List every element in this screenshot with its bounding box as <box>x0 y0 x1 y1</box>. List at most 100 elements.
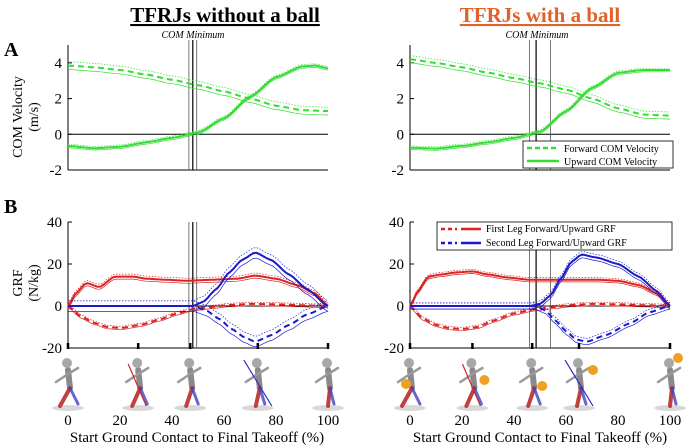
head <box>404 358 414 368</box>
pictogram-4 <box>563 358 598 411</box>
band-lower-first-leg-upward-grf <box>409 273 671 309</box>
arm <box>256 366 270 376</box>
ball <box>401 379 411 389</box>
y-tick-label: 0 <box>55 299 63 315</box>
y-tick-label: 40 <box>47 215 62 231</box>
ball <box>588 365 598 375</box>
band-lower-first-leg-forward-grf <box>409 305 671 332</box>
head <box>466 358 477 368</box>
band-lower-forward-com-velocity <box>67 69 329 116</box>
title-with-ball: TFRJs with a ball <box>460 3 621 27</box>
pictogram-4 <box>241 358 274 411</box>
arm <box>577 366 591 376</box>
ball <box>537 381 548 391</box>
arm <box>326 366 340 376</box>
arm <box>66 366 80 376</box>
x-tick-label: 0 <box>406 413 414 429</box>
leg-first <box>253 386 262 408</box>
leg-first <box>130 386 143 408</box>
arm <box>471 366 484 376</box>
panel-letter-b: B <box>4 196 17 218</box>
legend-b-box <box>436 221 673 251</box>
legend-grf: First Leg Forward/Upward GRF Second Leg … <box>436 221 673 251</box>
ground-shadow <box>394 405 426 411</box>
legend-b-first-label: First Leg Forward/Upward GRF <box>486 224 616 235</box>
pictogram-2 <box>122 358 155 411</box>
arm <box>176 372 192 384</box>
legend-a-forward-label: Forward COM Velocity <box>564 144 659 155</box>
y-tick-label: 4 <box>397 56 405 72</box>
leg-first <box>575 386 583 408</box>
pictogram-5 <box>312 358 344 411</box>
band-upper-forward-com-velocity <box>409 55 671 113</box>
x-tick-label: 20 <box>455 413 470 429</box>
leg-second <box>410 386 422 406</box>
x-tick-label: 80 <box>269 413 284 429</box>
ground-shadow <box>241 405 274 411</box>
legend-b-second-label: Second Leg Forward/Upward GRF <box>486 238 627 249</box>
x-tick-label: 20 <box>113 413 128 429</box>
x-tick-label: 100 <box>317 413 340 429</box>
head <box>184 358 195 368</box>
leg-second <box>579 386 588 406</box>
leg-second <box>138 386 149 406</box>
series-line-first-leg-upward-grf <box>67 274 329 307</box>
plot-com-velocity-without-ball: -2 0 2 4 <box>50 40 329 179</box>
head <box>322 358 332 368</box>
band-lower-second-leg-forward-grf <box>410 308 671 346</box>
arm <box>124 372 140 384</box>
band-upper-second-leg-forward-grf <box>410 302 671 339</box>
arm <box>396 372 412 384</box>
leg-second <box>328 386 336 406</box>
x-tick-label: 40 <box>507 413 522 429</box>
arm <box>518 372 534 384</box>
arm <box>54 372 70 384</box>
leg-second <box>258 386 267 406</box>
legend-com-velocity: Forward COM Velocity Upward COM Velocity <box>522 140 674 169</box>
y-tick-label: 0 <box>55 127 63 143</box>
band-upper-first-leg-upward-grf <box>409 268 671 305</box>
ylabel-com-velocity-line1: COM Velocity <box>11 76 26 158</box>
force-vector <box>243 359 273 407</box>
ylabel-grf-line2: (N/kg) <box>27 264 42 302</box>
band-lower-upward-com-velocity <box>410 71 670 151</box>
pictogram-3 <box>174 358 207 411</box>
series-line-first-leg-upward-grf <box>409 270 671 307</box>
arm <box>314 372 330 384</box>
series-line-forward-com-velocity <box>409 58 670 117</box>
band-lower-first-leg-forward-grf <box>67 305 329 331</box>
y-tick-label: 20 <box>389 257 404 273</box>
y-tick-label: 2 <box>397 92 405 108</box>
leg-first <box>464 386 477 408</box>
ground-shadow <box>52 405 84 411</box>
x-tick-label: 40 <box>165 413 180 429</box>
plot-com-velocity-with-ball: -2 0 2 4 <box>392 40 671 179</box>
y-tick-label: 40 <box>389 215 404 231</box>
x-tick-label: 80 <box>611 413 626 429</box>
y-tick-label: 0 <box>397 299 405 315</box>
band-lower-second-leg-forward-grf <box>68 310 329 347</box>
plot-grf-without-ball: -20 0 20 40 0 20 40 60 80 100 <box>42 215 339 429</box>
pictogram-3 <box>516 358 549 411</box>
arm <box>656 372 672 384</box>
ball <box>479 375 490 385</box>
title-without-ball: TFRJs without a ball <box>130 3 320 27</box>
leg-second <box>68 386 80 406</box>
head <box>573 358 583 368</box>
series-line-second-leg-forward-grf <box>68 305 329 343</box>
leg-second <box>190 386 200 406</box>
pictogram-5 <box>654 353 686 411</box>
series-line-forward-com-velocity <box>67 64 329 113</box>
force-vector <box>127 363 147 407</box>
y-tick-label: 20 <box>47 257 62 273</box>
series-line-second-leg-forward-grf <box>410 305 671 343</box>
band-lower-forward-com-velocity <box>409 62 671 120</box>
force-vector <box>461 363 481 407</box>
pictograms-without-ball <box>52 358 344 411</box>
pictograms-with-ball <box>394 353 686 411</box>
leg-first <box>400 386 414 408</box>
arm <box>136 366 150 376</box>
head <box>132 358 143 368</box>
leg-first <box>184 386 195 408</box>
